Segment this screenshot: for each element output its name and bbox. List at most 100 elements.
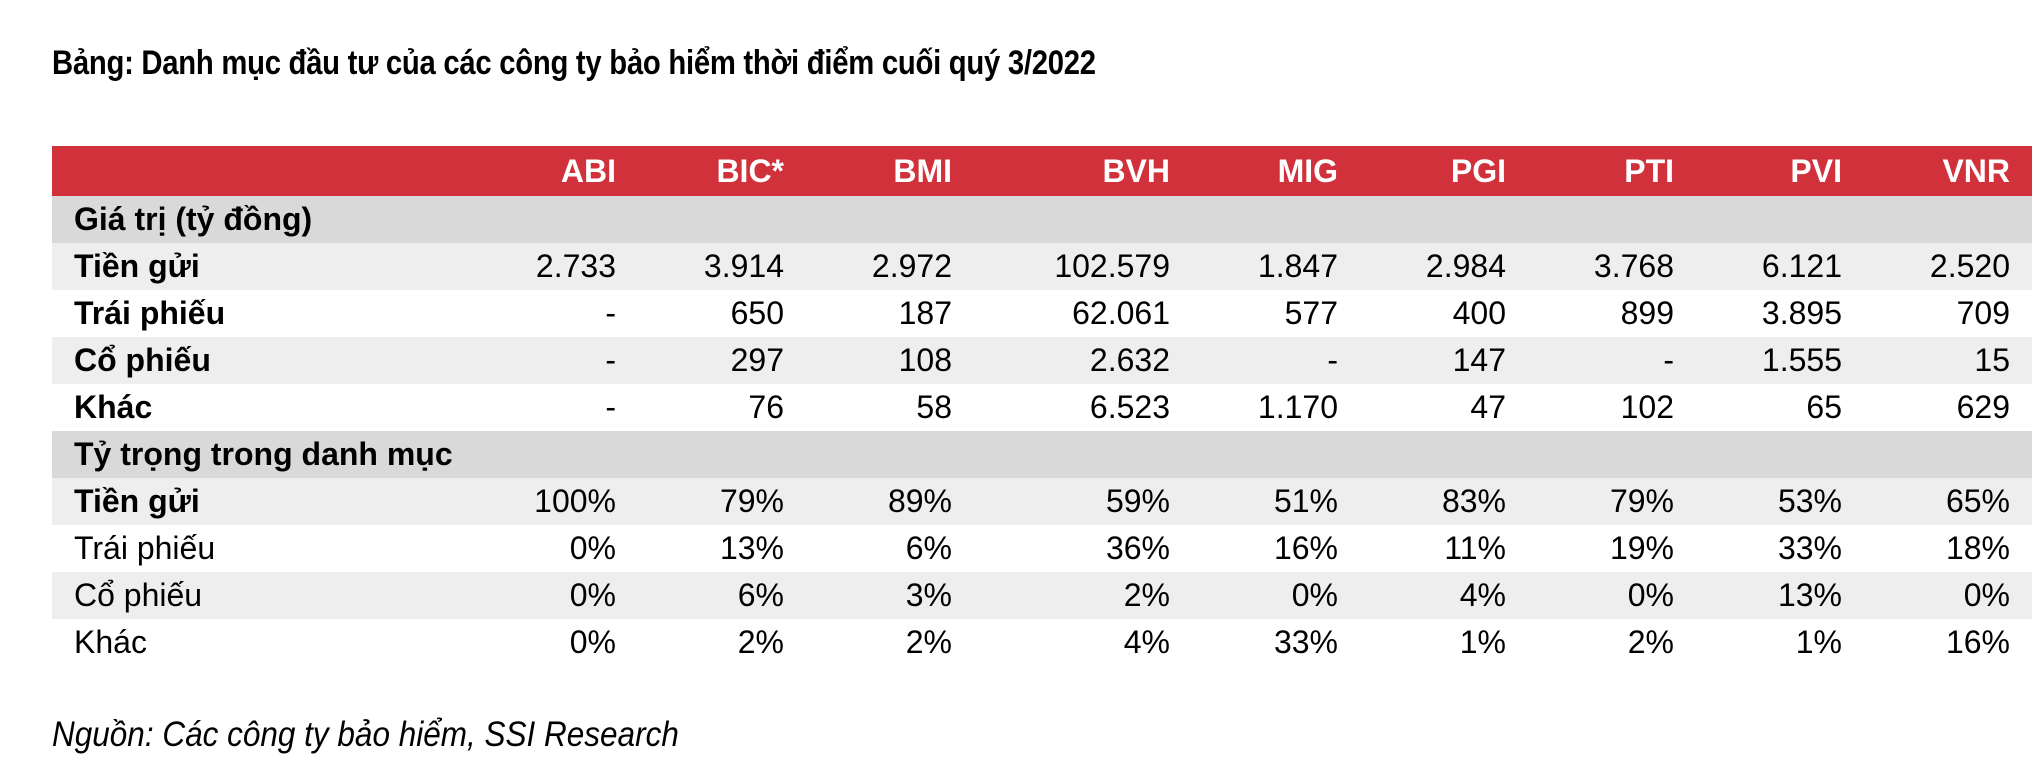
column-header: PTI [1528, 146, 1696, 196]
row-label: Khác [74, 389, 153, 425]
table-cell: 47 [1470, 389, 1506, 425]
table-cell: 6.121 [1696, 243, 1864, 290]
table-cell: 577 [1284, 295, 1338, 331]
table-cell: 16% [1945, 624, 2010, 660]
column-header: PVI [1696, 146, 1864, 196]
row-label: Tiền gửi [52, 478, 434, 525]
table-cell: 59% [974, 478, 1192, 525]
table-cell: 1% [1795, 624, 1842, 660]
table-cell: 0% [1864, 572, 2032, 619]
table-cell: 13% [1696, 572, 1864, 619]
table-cell: 297 [638, 337, 806, 384]
table-cell: 899 [1620, 295, 1674, 331]
header-corner [52, 146, 434, 196]
table-cell: 79% [638, 478, 806, 525]
row-label: Trái phiếu [74, 295, 226, 331]
section-heading-row: Tỷ trọng trong danh mục [52, 431, 2032, 478]
table-cell: - [434, 337, 638, 384]
column-header: ABI [434, 146, 638, 196]
table-cell: 147 [1360, 337, 1528, 384]
table-cell: 2.520 [1864, 243, 2032, 290]
table-cell: 6.523 [1089, 389, 1170, 425]
table-row: Cổ phiếu 0% 6% 3% 2% 0% 4% 0% 13% 0% [52, 572, 2032, 619]
table-cell: 83% [1360, 478, 1528, 525]
table-row: Khác 0% 2% 2% 4% 33% 1% 2% 1% 16% [52, 619, 2032, 666]
row-label: Cổ phiếu [52, 572, 434, 619]
section-heading-row: Giá trị (tỷ đồng) [52, 196, 2032, 243]
table-cell: 0% [1528, 572, 1696, 619]
table-cell: 33% [1273, 624, 1338, 660]
table-row: Tiền gửi 2.733 3.914 2.972 102.579 1.847… [52, 243, 2032, 290]
table-cell: - [605, 295, 616, 331]
table-cell: 53% [1696, 478, 1864, 525]
table-cell: 3.895 [1761, 295, 1842, 331]
table-title: Bảng: Danh mục đầu tư của các công ty bả… [52, 44, 1096, 82]
table-cell: 13% [719, 530, 784, 566]
table-cell: 2% [974, 572, 1192, 619]
table-cell: 19% [1609, 530, 1674, 566]
column-header: BIC* [638, 146, 806, 196]
table-cell: 102 [1620, 389, 1674, 425]
table-cell: 36% [1105, 530, 1170, 566]
table-cell: 62.061 [1072, 295, 1170, 331]
table-row: Trái phiếu 0% 13% 6% 36% 16% 11% 19% 33%… [52, 525, 2032, 572]
table-cell: 4% [1360, 572, 1528, 619]
header-row: ABI BIC* BMI BVH MIG PGI PTI PVI VNR [52, 146, 2032, 196]
row-label: Khác [74, 624, 147, 660]
table-cell: 33% [1777, 530, 1842, 566]
row-label: Cổ phiếu [52, 337, 434, 384]
table-cell: 100% [434, 478, 638, 525]
row-label: Tiền gửi [52, 243, 434, 290]
column-header: VNR [1864, 146, 2032, 196]
table-cell: 3.768 [1528, 243, 1696, 290]
table-cell: 1% [1459, 624, 1506, 660]
table-cell: 187 [898, 295, 952, 331]
table-cell: 650 [730, 295, 784, 331]
table-cell: 58 [916, 389, 952, 425]
table-cell: 400 [1452, 295, 1506, 331]
table-cell: 65% [1864, 478, 2032, 525]
section-heading: Tỷ trọng trong danh mục [52, 431, 2032, 478]
table-cell: 16% [1273, 530, 1338, 566]
table-cell: 6% [638, 572, 806, 619]
table-cell: 0% [434, 572, 638, 619]
column-header: BVH [974, 146, 1192, 196]
section-heading: Giá trị (tỷ đồng) [52, 196, 2032, 243]
table-cell: 2.984 [1360, 243, 1528, 290]
table-cell: 51% [1192, 478, 1360, 525]
table-cell: 1.555 [1696, 337, 1864, 384]
row-label: Trái phiếu [74, 530, 216, 566]
table-cell: 108 [806, 337, 974, 384]
source-note: Nguồn: Các công ty bảo hiểm, SSI Researc… [52, 715, 679, 754]
table-cell: 1.170 [1257, 389, 1338, 425]
table-row: Khác - 76 58 6.523 1.170 47 102 65 629 [52, 384, 2032, 431]
table-row: Tiền gửi 100% 79% 89% 59% 51% 83% 79% 53… [52, 478, 2032, 525]
table-cell: 2% [905, 624, 952, 660]
table-cell: 2.632 [974, 337, 1192, 384]
table-cell: 89% [806, 478, 974, 525]
table-row: Cổ phiếu - 297 108 2.632 - 147 - 1.555 1… [52, 337, 2032, 384]
table-cell: 0% [1192, 572, 1360, 619]
table-cell: 79% [1528, 478, 1696, 525]
column-header: MIG [1192, 146, 1360, 196]
table-cell: 11% [1444, 530, 1506, 566]
table-cell: 76 [748, 389, 784, 425]
table-cell: 0% [569, 530, 616, 566]
table-cell: - [605, 389, 616, 425]
table-cell: 2% [737, 624, 784, 660]
table-cell: 3.914 [638, 243, 806, 290]
table-cell: 709 [1956, 295, 2010, 331]
table-cell: 15 [1864, 337, 2032, 384]
table-cell: 3% [806, 572, 974, 619]
table-cell: - [1192, 337, 1360, 384]
column-header: BMI [806, 146, 974, 196]
table-cell: 2.972 [806, 243, 974, 290]
table-row: Trái phiếu - 650 187 62.061 577 400 899 … [52, 290, 2032, 337]
table-cell: 4% [1123, 624, 1170, 660]
table-cell: 629 [1956, 389, 2010, 425]
column-header: PGI [1360, 146, 1528, 196]
investment-portfolio-table: ABI BIC* BMI BVH MIG PGI PTI PVI VNR Giá… [52, 146, 2032, 666]
table-cell: - [1528, 337, 1696, 384]
table-cell: 6% [905, 530, 952, 566]
table-cell: 1.847 [1192, 243, 1360, 290]
